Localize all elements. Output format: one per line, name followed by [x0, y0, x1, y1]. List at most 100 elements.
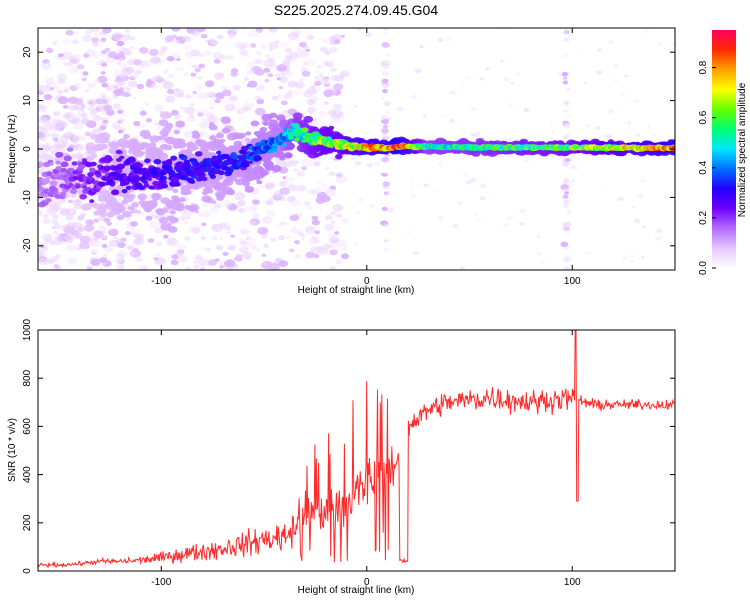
spectrogram-point — [193, 133, 201, 139]
spectrogram-point — [384, 111, 390, 115]
spectrogram-point — [305, 48, 311, 52]
spectrogram-point — [381, 78, 389, 84]
spectrogram-point — [208, 124, 218, 131]
spectrogram-point — [251, 212, 261, 219]
spectrogram-point — [68, 65, 79, 74]
spectrogram-point — [334, 231, 340, 235]
spectrogram-point — [184, 236, 191, 241]
spectrogram-point — [328, 47, 338, 54]
spectrogram-point — [162, 69, 170, 74]
y-tick-label: -10 — [22, 190, 33, 205]
spectrogram-point — [565, 158, 571, 162]
spectrogram-point — [116, 40, 125, 47]
spectrogram-point — [128, 193, 136, 199]
x-tick-label: -100 — [151, 276, 171, 287]
spectrogram-point — [117, 150, 123, 155]
spectrogram-point — [283, 222, 289, 227]
spectrogram-point — [126, 47, 133, 52]
spectrogram-point — [140, 60, 152, 68]
spectrogram-point — [227, 244, 236, 251]
spectrogram-point — [230, 128, 237, 133]
spectrogram-point — [166, 55, 175, 62]
spectrogram-point — [45, 119, 52, 124]
spectrogram-point — [383, 223, 388, 227]
spectrogram-point — [279, 41, 290, 48]
spectrogram-point — [263, 160, 273, 168]
spectrogram-point — [237, 208, 245, 213]
spectrogram-point — [319, 250, 325, 254]
spectrogram-point — [117, 80, 126, 86]
spectrogram-point — [193, 260, 198, 264]
spectrogram-point — [164, 34, 170, 39]
spectrogram-point — [328, 171, 335, 176]
spectrogram-point — [94, 79, 101, 84]
spectrogram-point — [74, 31, 79, 35]
spectrogram-point — [647, 125, 651, 129]
spectrogram-point — [159, 111, 163, 114]
spectrogram-point — [87, 105, 96, 111]
spectrogram-point — [54, 202, 62, 207]
spectrogram-point — [227, 203, 231, 207]
spectrogram-point — [508, 138, 513, 141]
spectrogram-point — [154, 257, 166, 265]
spectrogram-point — [299, 41, 307, 48]
spectrogram-point — [231, 154, 239, 160]
spectrogram-point — [275, 40, 280, 44]
spectrogram-point — [167, 226, 178, 233]
spectrogram-point — [209, 106, 214, 110]
spectrogram-point — [43, 62, 49, 66]
spectrogram-point — [100, 94, 107, 99]
spectrogram-point — [145, 118, 152, 123]
spectrogram-point — [206, 186, 213, 191]
spectrogram-point — [179, 154, 188, 161]
spectrogram-point — [384, 239, 389, 243]
spectrogram-point — [53, 85, 60, 90]
spectrogram-point — [100, 71, 106, 75]
spectrogram-point — [563, 100, 570, 105]
spectrogram-point — [184, 267, 191, 270]
spectrogram-point — [302, 62, 309, 66]
spectrogram-point — [196, 91, 208, 100]
spectrogram-point — [54, 140, 66, 149]
spectrogram-point — [477, 218, 482, 222]
spectrogram-point — [245, 131, 252, 136]
spectrogram-point — [293, 226, 297, 229]
spectrogram-point — [121, 113, 127, 117]
spectrogram-point — [228, 175, 238, 182]
spectrogram-point — [563, 256, 572, 263]
spectrogram-point — [53, 111, 61, 117]
spectrogram-point — [99, 143, 108, 150]
spectrogram-point — [330, 243, 339, 249]
spectrogram-point — [160, 46, 168, 52]
spectrogram-point — [119, 155, 125, 160]
spectrogram-point — [443, 114, 448, 118]
spectrogram-point — [53, 231, 58, 234]
spectrogram-point — [95, 173, 102, 178]
spectrogram-point — [303, 89, 314, 98]
spectrogram-point — [254, 107, 266, 116]
spectrogram-point — [459, 266, 466, 270]
spectrogram-point — [599, 189, 603, 192]
spectrogram-point — [156, 135, 163, 141]
spectrogram-point — [48, 259, 55, 264]
spectrogram-point — [310, 84, 317, 89]
spectrogram-point — [365, 32, 373, 38]
spectrogram-point — [112, 94, 119, 99]
spectrogram-point — [406, 231, 411, 234]
spectrogram-point — [554, 134, 558, 137]
spectrogram-point — [190, 174, 198, 179]
spectrogram-point — [75, 184, 81, 189]
spectrogram-point — [107, 51, 118, 59]
spectrogram-point — [240, 240, 247, 245]
spectrogram-point — [325, 188, 337, 197]
x-tick-label: 100 — [564, 577, 581, 588]
spectrogram-point — [109, 82, 120, 90]
spectrogram-point — [197, 76, 203, 80]
spectrogram-point — [382, 32, 387, 36]
spectrogram-point — [382, 71, 389, 76]
spectrogram-point — [195, 28, 206, 33]
spectrogram-point — [39, 136, 47, 142]
spectrogram-point — [256, 180, 263, 185]
spectrogram-point — [133, 96, 137, 100]
spectrogram-point — [607, 108, 614, 114]
